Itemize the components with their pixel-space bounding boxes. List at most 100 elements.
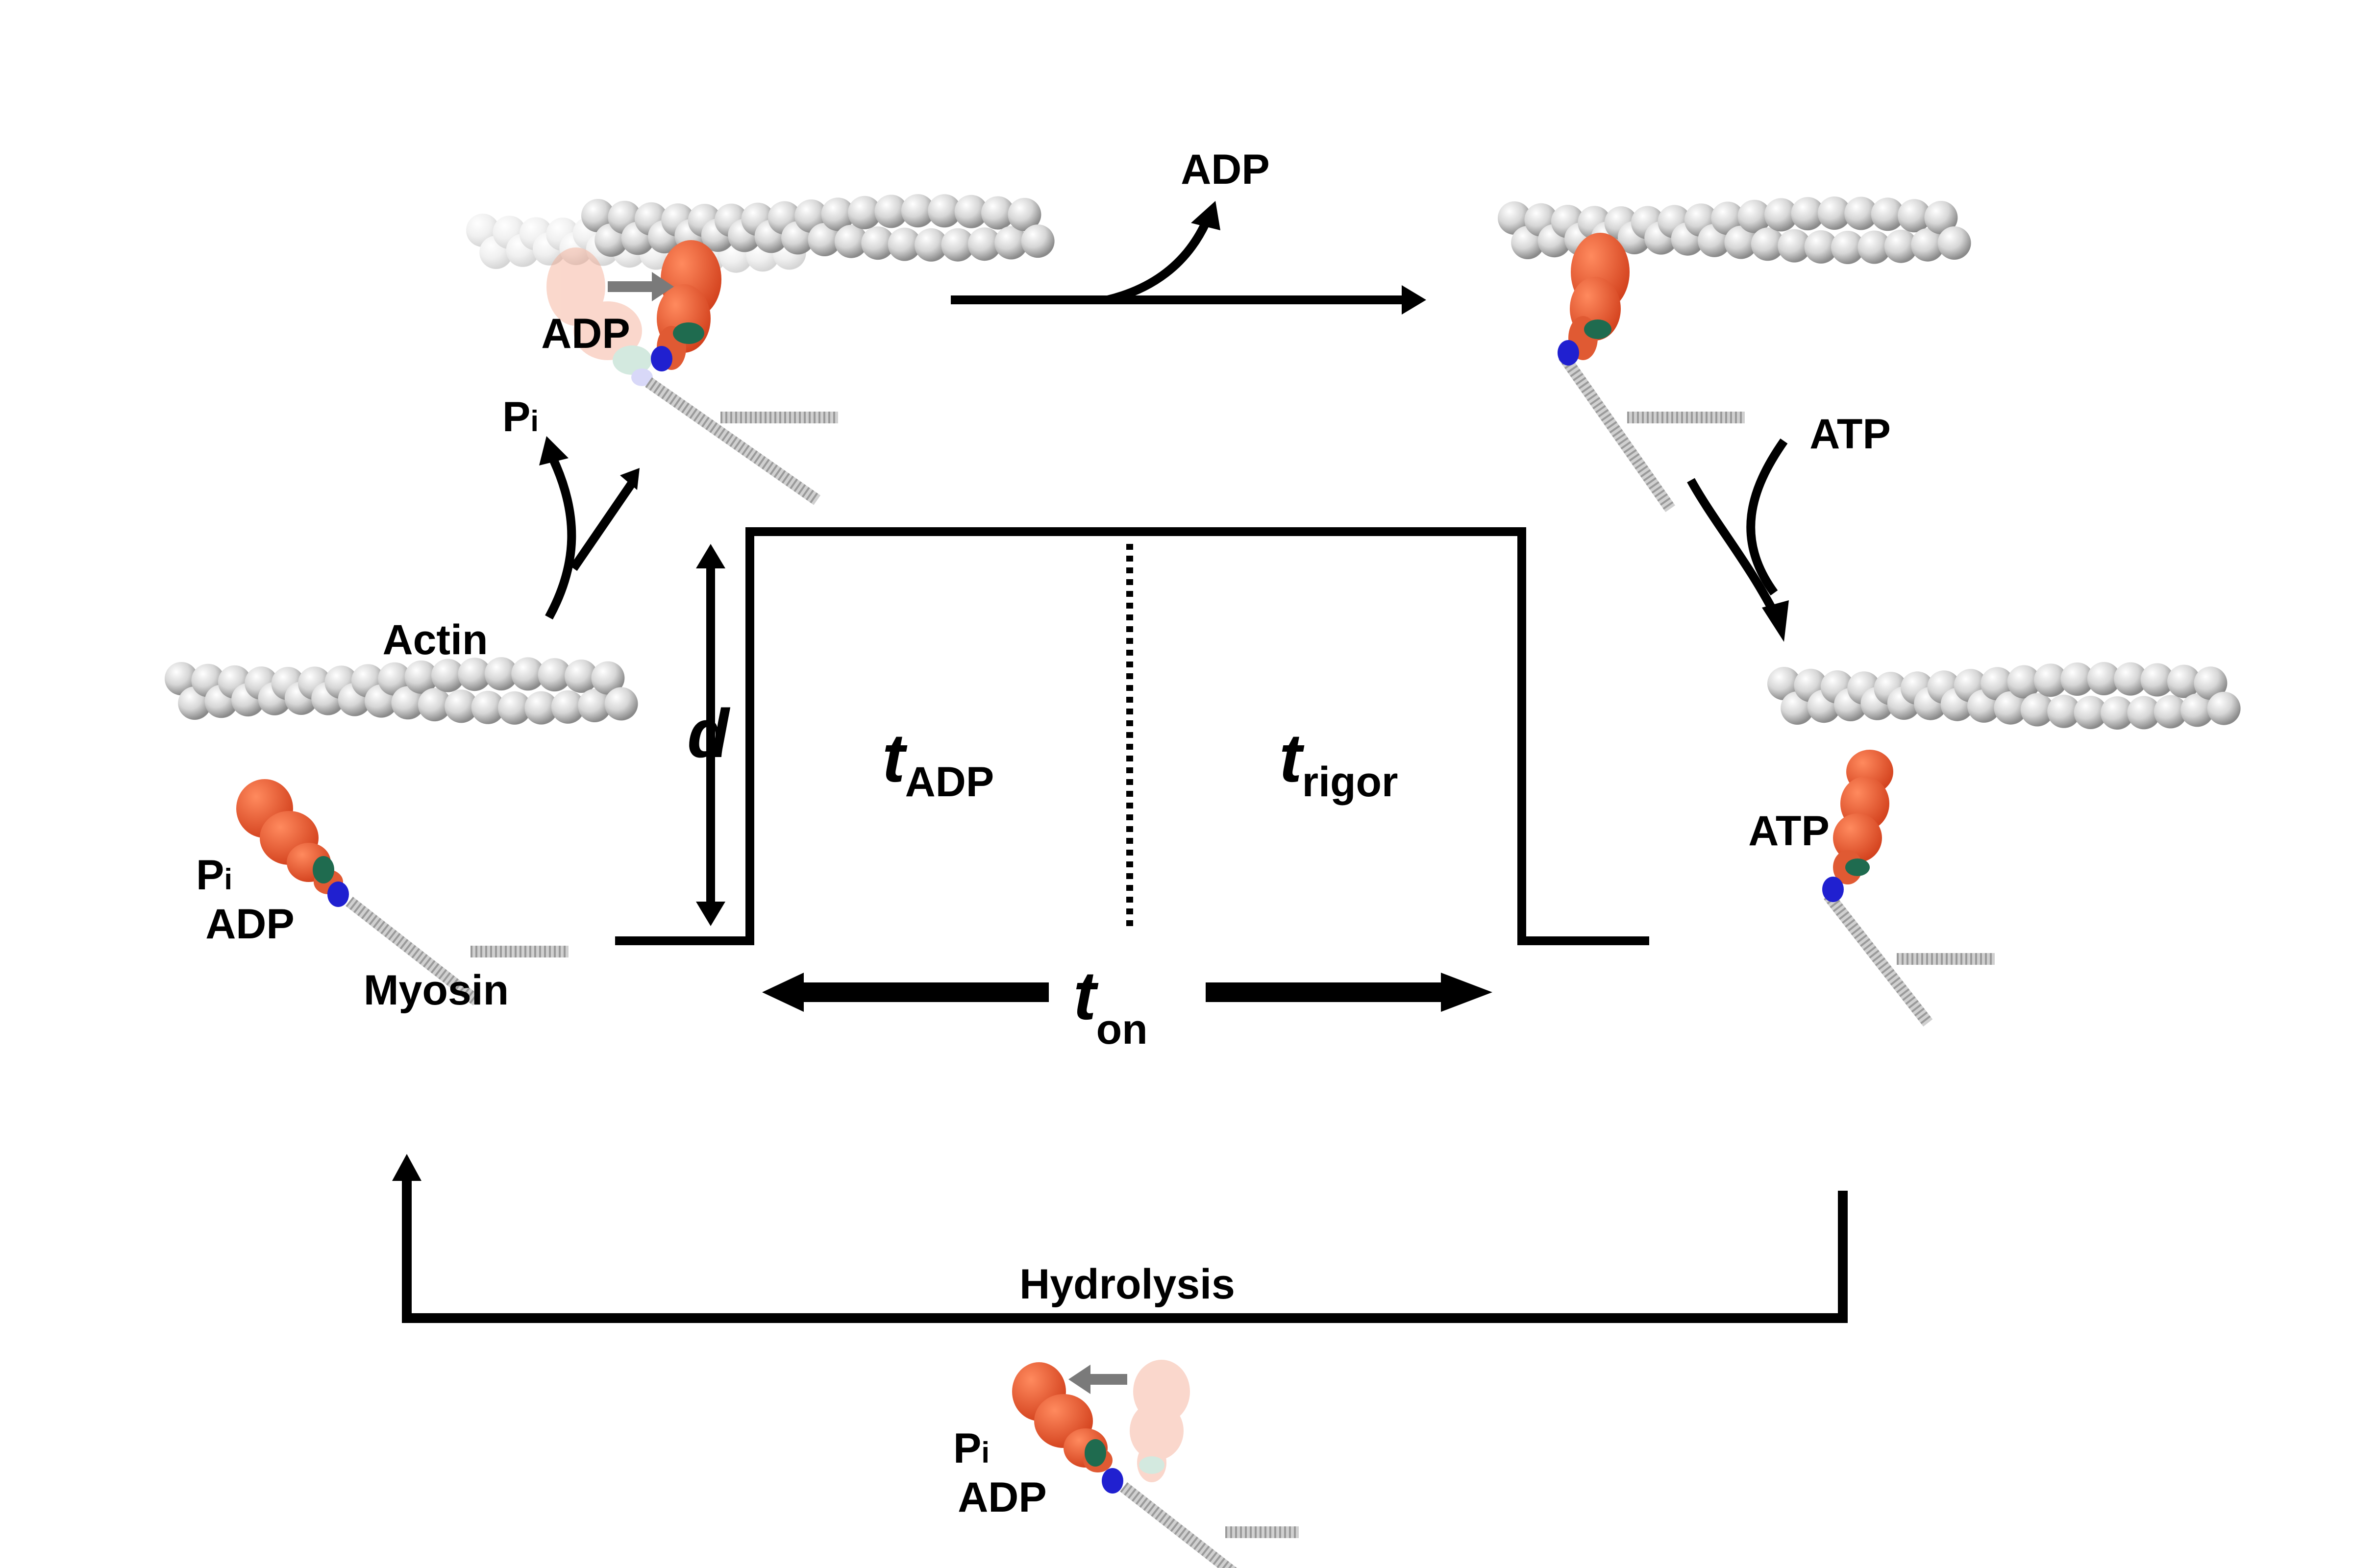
actin-filament-top-right: [1498, 196, 1971, 264]
actin-monomer: [458, 658, 492, 691]
actin-monomer: [1737, 199, 1771, 233]
actin-monomer: [808, 223, 842, 256]
actin-monomer: [2101, 696, 2134, 730]
actin-monomer: [1817, 196, 1851, 230]
actin-monomer: [578, 689, 612, 722]
actin-filament-mid-right: [1767, 662, 2241, 730]
actin-monomer: [2007, 665, 2041, 699]
actin-monomer: [2180, 693, 2214, 727]
myosin-lever-tail: [1559, 353, 1675, 513]
t-on-label: ton: [1073, 957, 1148, 1053]
step-trace: [615, 527, 1649, 1012]
actin-monomer: [861, 226, 895, 260]
actin-monomer: [538, 658, 571, 692]
actin-monomer: [418, 688, 451, 722]
actin-monomer: [524, 691, 558, 725]
hydrolysis-label: Hydrolysis: [1019, 1261, 1235, 1308]
myosin-head-faded: [546, 247, 653, 386]
actin-monomer: [445, 689, 478, 723]
actin-monomer: [1804, 230, 1838, 264]
actin-monomer: [1778, 229, 1811, 263]
light-chain: [1845, 858, 1870, 876]
atp-binding-label: ATP: [1809, 411, 1891, 458]
actin-monomer: [471, 690, 505, 724]
myosin-lever-tail: [1120, 1482, 1243, 1568]
actin-monomer: [391, 686, 425, 720]
actin-monomer: [901, 194, 935, 228]
actin-monomer: [551, 690, 585, 724]
actin-monomer: [1791, 197, 1825, 231]
pi-release-label: Pi: [502, 393, 539, 441]
actin-monomer: [2154, 695, 2187, 729]
actin-monomer: [604, 687, 638, 721]
atp-binding-arrow: [1687, 438, 1789, 642]
actin-monomer: [431, 659, 465, 692]
actin-monomer: [888, 227, 921, 261]
actin-monomer: [2047, 694, 2081, 728]
pi-release-arrow: [539, 436, 640, 620]
converter-domain: [651, 346, 672, 371]
actin-monomer: [954, 195, 988, 228]
converter-domain: [1822, 877, 1844, 902]
actin-monomer: [1831, 231, 1864, 264]
myosin-prepower-stroke: [236, 779, 569, 1006]
light-chain: [1085, 1439, 1106, 1467]
actin-filament-top-left: [581, 194, 1055, 262]
myosin-rigor: [1558, 233, 1745, 513]
actin-monomer: [581, 199, 615, 232]
actin-monomer: [915, 228, 948, 262]
step-size-label: d: [687, 695, 730, 772]
actin-monomer: [1937, 226, 1971, 260]
bound-atp-label: ATP: [1748, 808, 1830, 855]
actin-monomer: [1724, 225, 1758, 259]
actin-monomer: [928, 194, 962, 228]
recovery-adp-label: ADP: [958, 1474, 1047, 1521]
actin-monomer: [2194, 666, 2228, 700]
actin-monomer: [484, 657, 518, 691]
t-rigor-label: trigor: [1279, 719, 1398, 806]
actin-monomer: [1884, 229, 1918, 263]
myosin-lever-tail: [346, 897, 481, 1006]
t-adp-label: tADP: [882, 719, 994, 806]
actin-monomer: [2020, 693, 2054, 727]
actin-monomer: [2167, 664, 2201, 698]
light-chain: [313, 856, 334, 883]
prepower-pi-label: Pi: [196, 852, 232, 899]
myosin-powerstroke-adp: [546, 240, 838, 505]
actin-monomer: [981, 196, 1015, 230]
actin-monomer: [1764, 198, 1798, 232]
hydrolysis-arrow: [392, 1154, 1848, 1323]
actin-monomer: [994, 226, 1028, 260]
actin-monomer: [1767, 667, 1801, 700]
actin-monomer: [1898, 199, 1931, 233]
actin-monomer: [967, 227, 1001, 261]
actin-monomer: [1498, 201, 1531, 235]
actin-monomer: [1994, 691, 2028, 725]
light-chain: [673, 322, 704, 344]
actin-monomer: [1911, 228, 1945, 262]
actin-monomer: [1871, 197, 1905, 231]
actin-monomer: [565, 660, 598, 693]
myosin-atp-detached: [1822, 750, 1995, 1027]
actin-monomer: [511, 657, 545, 691]
actin-monomer: [848, 196, 881, 229]
actin-monomer: [2087, 662, 2121, 695]
myosin-recovery-stroke: [1012, 1360, 1299, 1568]
converter-domain: [327, 882, 349, 907]
actin-monomer: [1844, 196, 1878, 230]
actin-monomer: [941, 228, 975, 262]
actin-label: Actin: [383, 616, 488, 663]
converter-domain: [1102, 1468, 1123, 1494]
actin-monomer: [2207, 691, 2241, 725]
actin-filament-mid-left: [165, 657, 638, 725]
actin-monomer: [1924, 201, 1958, 234]
recovery-pi-label: Pi: [953, 1425, 990, 1472]
actin-monomer: [1008, 197, 1041, 231]
actin-monomer: [2034, 663, 2067, 697]
actin-monomer: [2074, 696, 2107, 729]
actin-monomer: [2140, 663, 2174, 697]
actin-monomer: [2060, 662, 2094, 696]
actin-monomer: [2114, 662, 2148, 696]
converter-domain: [1558, 340, 1579, 366]
